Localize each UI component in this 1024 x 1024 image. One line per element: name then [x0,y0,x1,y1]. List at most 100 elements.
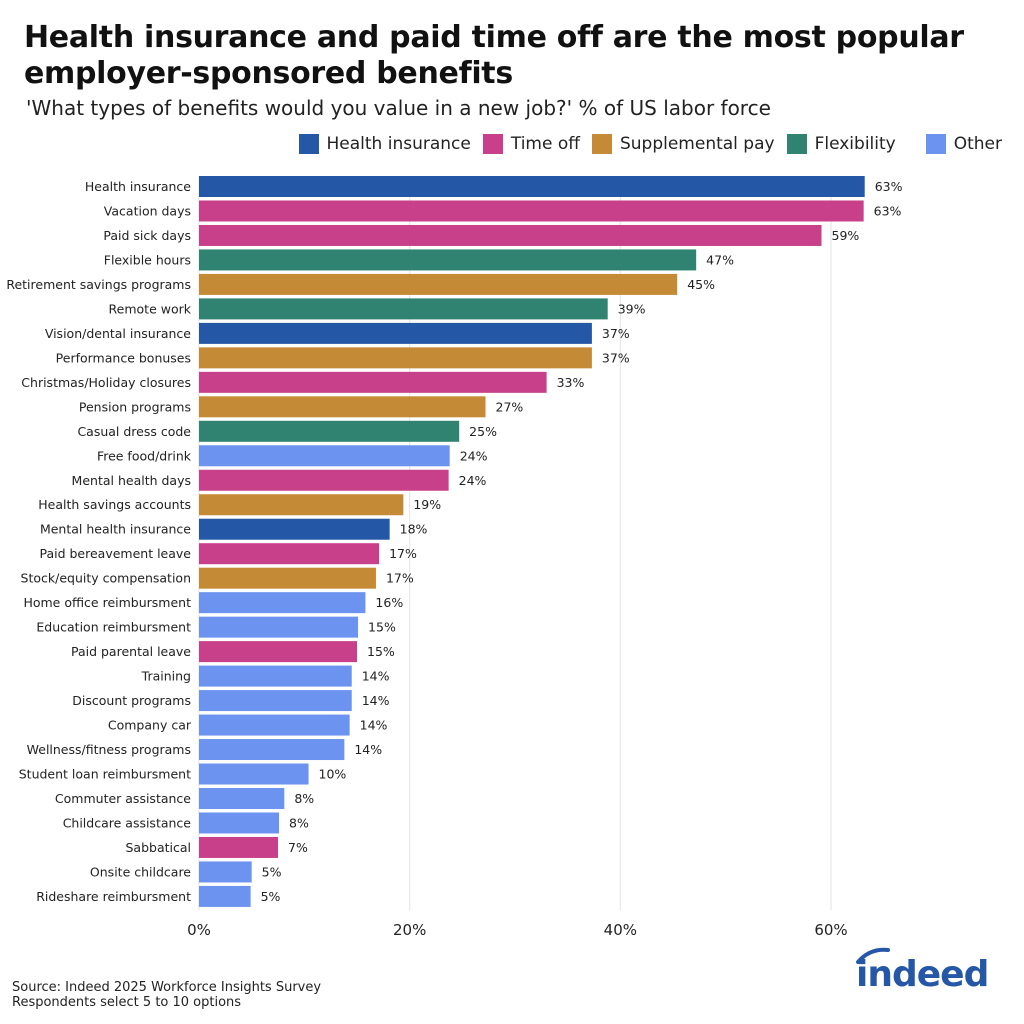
category-label: Flexible hours [104,252,191,267]
category-label: Free food/drink [97,448,192,463]
legend-label: Health insurance [326,134,471,154]
source-note: Source: Indeed 2025 Workforce Insights S… [12,980,321,1010]
category-label: Health insurance [85,179,191,194]
category-label: Sabbatical [125,840,191,855]
data-label: 14% [362,693,390,708]
category-label: Mental health days [72,473,191,488]
data-label: 45% [687,277,715,292]
x-tick-label: 20% [393,921,426,939]
category-label: Home office reimbursment [23,595,191,610]
bar [199,763,309,785]
x-tick-label: 60% [814,921,847,939]
category-label: Performance bonuses [56,350,191,365]
category-label: Paid bereavement leave [39,546,191,561]
data-label: 24% [459,473,487,488]
data-label: 24% [460,448,488,463]
bar [199,543,380,565]
data-label: 33% [557,375,585,390]
category-label: Childcare assistance [63,815,192,830]
bar [199,200,864,222]
data-label: 16% [375,595,403,610]
bar [199,665,352,687]
data-label: 5% [262,864,282,879]
legend-label: Supplemental pay [619,134,775,154]
bar [199,739,345,761]
data-label: 37% [602,350,630,365]
category-label: Company car [108,718,192,733]
legend-swatch [925,134,946,154]
legend-label: Time off [510,134,580,154]
bar [199,445,450,467]
bar [199,224,822,246]
category-label: Vacation days [104,203,191,218]
source-text: Source: Indeed 2025 Workforce Insights S… [12,980,322,995]
bar [199,273,678,295]
legend-item: Other [925,134,1002,154]
respondents-note: Respondents select 5 to 10 options [12,995,242,1010]
category-label: Retirement savings programs [6,277,191,292]
bar [199,176,865,197]
data-label: 47% [706,252,734,267]
category-label: Paid parental leave [71,644,191,659]
legend-swatch [786,134,807,154]
data-label: 39% [618,301,646,316]
legend-swatch [591,134,612,154]
bar [199,298,608,320]
category-label: Discount programs [72,693,191,708]
data-label: 63% [874,203,902,218]
legend-label: Flexibility [814,134,896,154]
category-label: Student loan reimbursment [19,767,191,782]
data-label: 8% [294,791,314,806]
bar [199,812,280,834]
legend-swatch [298,134,319,154]
x-tick-label: 0% [187,921,211,939]
x-tick-label: 40% [604,921,637,939]
indeed-logo: indeed [856,947,989,992]
data-label: 17% [389,546,417,561]
bar [199,249,697,271]
legend-item: Health insurance [298,134,471,154]
data-label: 7% [288,840,308,855]
data-label: 18% [400,522,428,537]
data-label: 37% [602,326,630,341]
data-label: 63% [875,179,903,194]
legend-item: Flexibility [786,134,896,154]
category-label: Education reimbursment [36,620,191,635]
category-label: Rideshare reimbursment [36,889,191,904]
bar [199,885,251,907]
data-label: 15% [367,644,395,659]
category-label: Christmas/Holiday closures [21,375,191,390]
bar [199,518,390,540]
svg-text:indeed: indeed [856,954,988,992]
category-label: Vision/dental insurance [45,326,191,341]
legend-swatch [482,134,503,154]
category-label: Casual dress code [77,424,191,439]
bar [199,861,252,883]
data-label: 59% [832,228,860,243]
category-label: Remote work [109,301,192,316]
data-label: 19% [413,497,441,512]
data-label: 5% [261,889,281,904]
bar [199,616,359,638]
bar-chart: 0% 20% 40% 60% Health insurance 63% Vacation d… [6,176,903,939]
category-label: Pension programs [79,399,191,414]
bar [199,592,366,614]
bar [199,567,376,589]
category-label: Health savings accounts [38,497,191,512]
data-label: 15% [368,620,396,635]
legend-label: Other [953,134,1002,154]
legend: Health insurance Time off Supplemental pay… [287,134,1002,154]
category-label: Mental health insurance [40,522,191,537]
category-label: Wellness/fitness programs [27,742,191,757]
chart-title: Health insurance and paid time off are t… [24,20,964,91]
bar [199,494,404,516]
bar [199,690,352,712]
legend-item: Supplemental pay [591,134,775,154]
category-label: Stock/equity compensation [21,571,191,586]
category-label: Training [141,669,191,684]
bar [199,420,460,442]
chart-subtitle: 'What types of benefits would you value … [26,96,771,120]
bar [199,641,357,663]
bar [199,788,285,809]
bar [199,371,547,393]
